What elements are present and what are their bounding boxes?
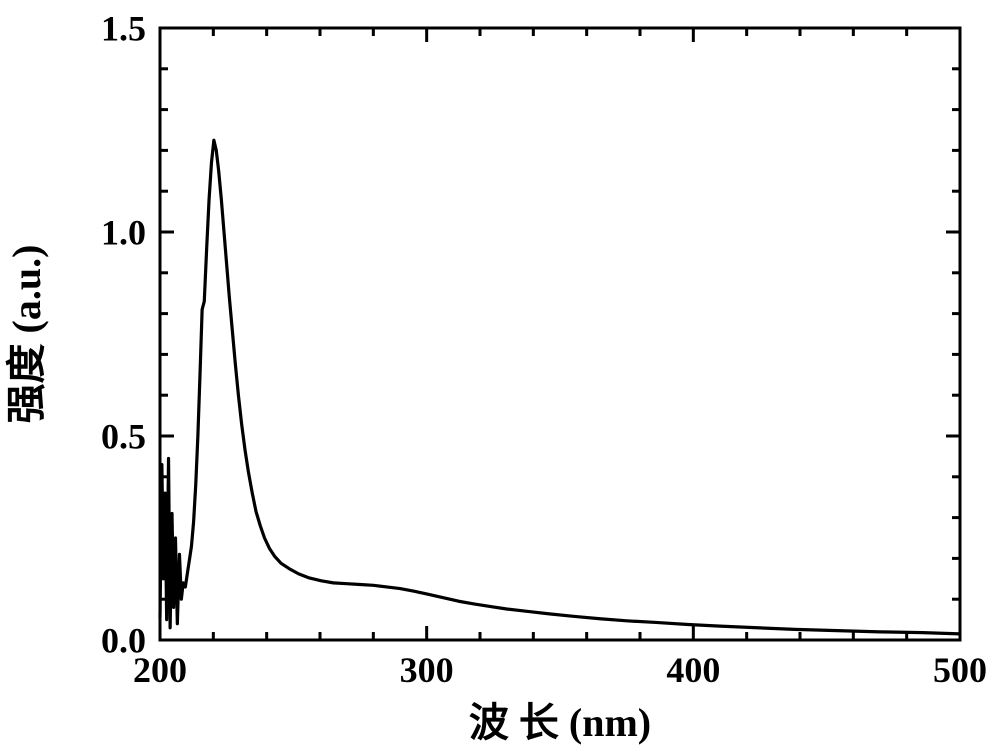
chart-svg: 200300400500波 长 (nm)0.00.51.01.5强度 (a.u.… xyxy=(0,0,1000,751)
y-axis-label: 强度 (a.u.) xyxy=(4,245,49,424)
x-axis-label: 波 长 (nm) xyxy=(469,700,651,745)
y-tick-label: 1.5 xyxy=(101,9,146,49)
y-tick-label: 0.5 xyxy=(101,417,146,457)
spectrum-chart: 200300400500波 长 (nm)0.00.51.01.5强度 (a.u.… xyxy=(0,0,1000,751)
chart-bg xyxy=(0,0,1000,751)
x-tick-label: 400 xyxy=(666,650,720,690)
x-tick-label: 500 xyxy=(933,650,987,690)
y-tick-label: 1.0 xyxy=(101,213,146,253)
x-tick-label: 300 xyxy=(400,650,454,690)
y-tick-label: 0.0 xyxy=(101,621,146,661)
